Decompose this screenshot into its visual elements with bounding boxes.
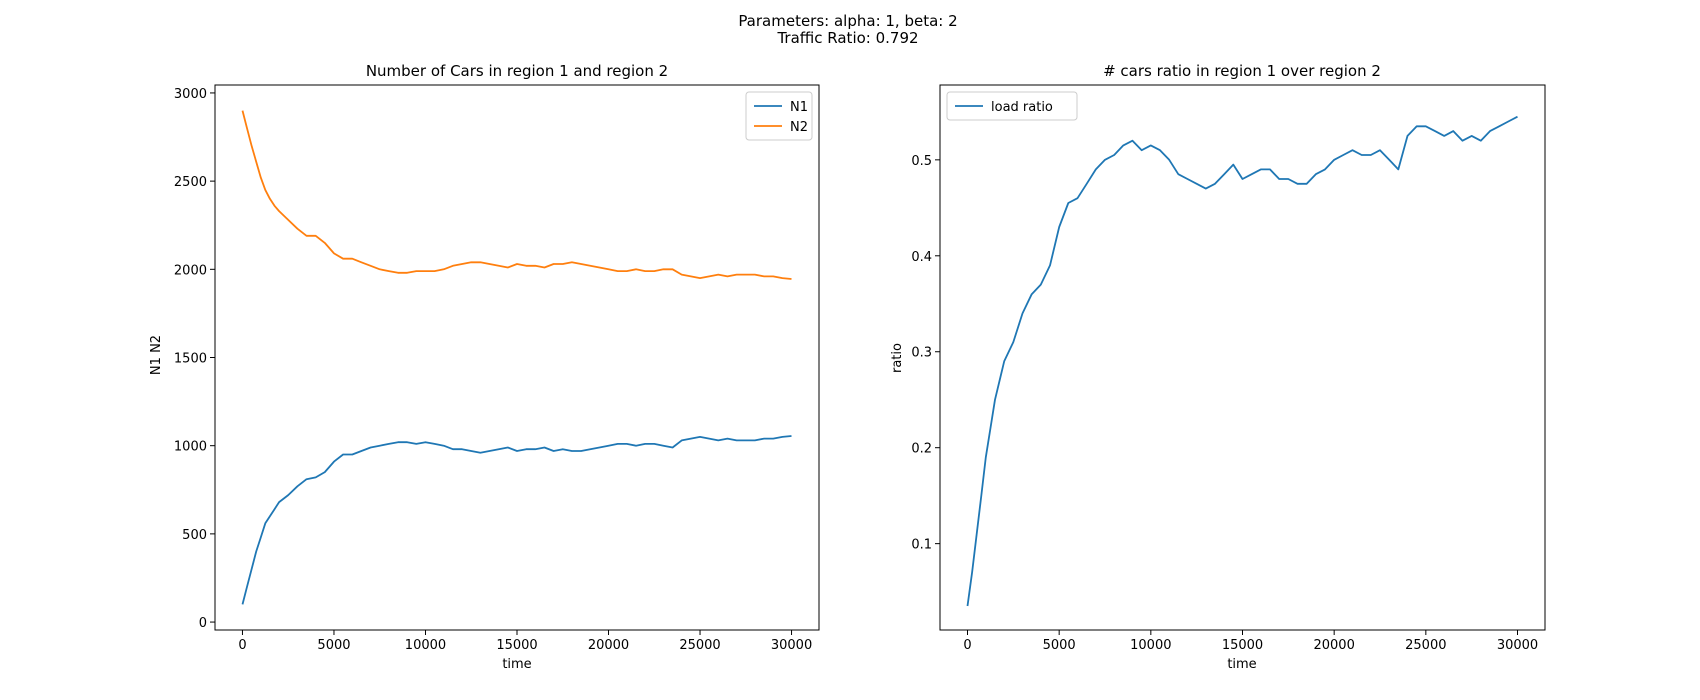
left-legend-label-n2: N2 [790, 120, 808, 135]
left-axes-marks [241, 110, 792, 605]
right-ytick-label: 0.2 [911, 442, 932, 457]
left-xtick-label: 25000 [679, 638, 720, 653]
left-ytick-label: 0 [199, 616, 207, 631]
right-xtick-label: 0 [963, 638, 971, 653]
left-ytick-label: 2500 [174, 175, 207, 190]
right-axes-ticks: 0 5000 10000 15000 20000 25000 30000 0.1 0.2 0.3 0… [911, 154, 1538, 653]
figure-suptitle-line2: Traffic Ratio: 0.792 [776, 29, 918, 47]
right-legend-box [946, 91, 1078, 121]
left-ytick-label: 2000 [174, 263, 207, 278]
left-axes-ticks: 0 5000 10000 15000 20000 25000 30000 0 500 1000 15… [174, 87, 812, 653]
left-axes-ylabel: N1 N2 [149, 335, 164, 375]
left-legend-label-n1: N1 [790, 100, 808, 115]
right-axes-xlabel: time [1227, 657, 1256, 672]
left-ytick-label: 1500 [174, 352, 207, 367]
right-legend-label-load-ratio: load ratio [991, 100, 1053, 115]
right-axes: # cars ratio in region 1 over region 2 t… [890, 62, 1546, 672]
left-xtick-label: 20000 [588, 638, 629, 653]
left-axes: Number of Cars in region 1 and region 2 … [149, 62, 820, 672]
right-ytick-label: 0.5 [911, 154, 932, 169]
right-xtick-label: 25000 [1405, 638, 1446, 653]
right-xtick-label: 20000 [1313, 638, 1354, 653]
right-ytick-label: 0.4 [911, 250, 932, 265]
right-axes-marks [966, 115, 1518, 607]
figure-suptitle-line1: Parameters: alpha: 1, beta: 2 [738, 12, 957, 30]
right-xtick-label: 30000 [1497, 638, 1538, 653]
right-axes-legend: load ratio [946, 91, 1078, 121]
left-axes-xlabel: time [502, 657, 531, 672]
left-xtick-label: 30000 [771, 638, 812, 653]
left-xtick-label: 0 [238, 638, 246, 653]
right-series-line-load-ratio [966, 115, 1518, 607]
left-series-line-n2 [241, 110, 792, 280]
left-axes-title: Number of Cars in region 1 and region 2 [366, 62, 668, 80]
right-xtick-label: 5000 [1043, 638, 1076, 653]
left-ytick-label: 1000 [174, 440, 207, 455]
right-axes-title: # cars ratio in region 1 over region 2 [1103, 62, 1381, 80]
left-axes-frame [214, 84, 820, 631]
right-ytick-label: 0.3 [911, 346, 932, 361]
left-xtick-label: 5000 [317, 638, 350, 653]
right-ytick-label: 0.1 [911, 538, 932, 553]
right-xtick-label: 10000 [1130, 638, 1171, 653]
left-ytick-label: 500 [182, 528, 207, 543]
right-xtick-label: 15000 [1222, 638, 1263, 653]
left-series-line-n1 [241, 435, 792, 605]
left-legend-box [745, 91, 813, 141]
right-axes-ylabel: ratio [890, 343, 905, 373]
right-axes-frame [939, 84, 1546, 631]
left-ytick-label: 3000 [174, 87, 207, 102]
left-xtick-label: 15000 [496, 638, 537, 653]
left-xtick-label: 10000 [405, 638, 446, 653]
